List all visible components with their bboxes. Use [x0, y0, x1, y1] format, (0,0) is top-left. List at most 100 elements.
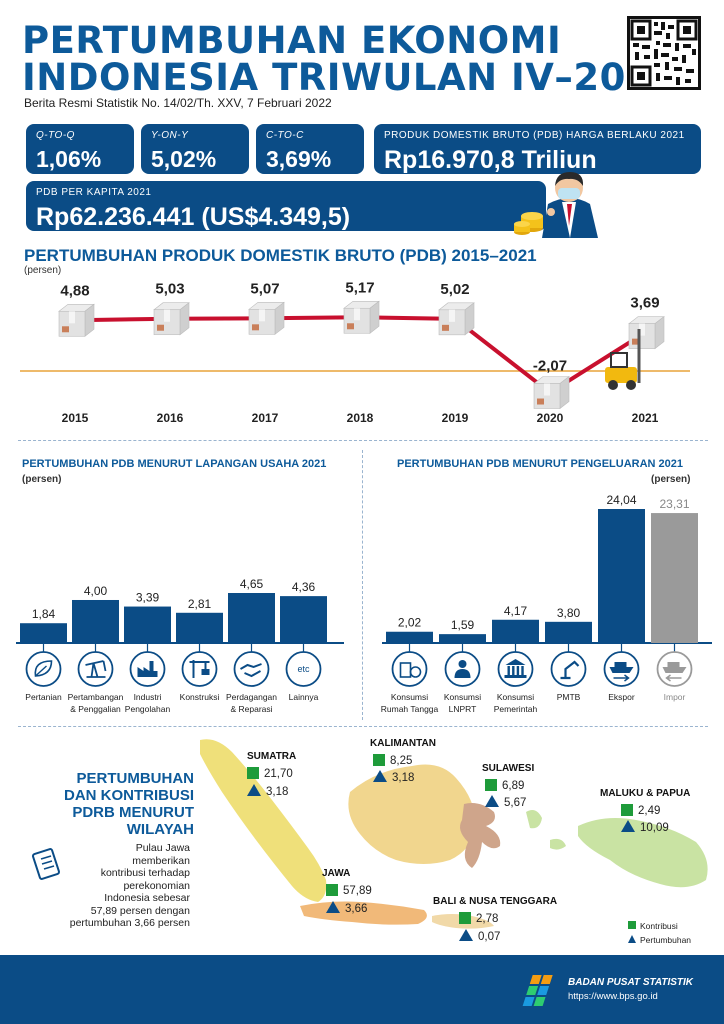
footer-url[interactable]: https://www.bps.go.id	[568, 991, 658, 1002]
region-maluku-papua-pertumbuhan: 10,09	[621, 820, 669, 834]
region-jawa-name: JAWA	[322, 868, 351, 879]
map-papua	[578, 818, 708, 888]
x-category-label: Pertambangan	[68, 692, 124, 702]
divider	[18, 440, 708, 441]
bar-value-label: 1,59	[451, 618, 475, 632]
bar-value-label: 23,31	[659, 497, 689, 511]
footer: BADAN PUSAT STATISTIK https://www.bps.go…	[0, 955, 724, 1024]
bar-value-label: 3,39	[136, 591, 160, 605]
kontribusi-square-icon	[628, 921, 636, 929]
stat-perkapita: PDB PER KAPITA 2021 Rp62.236.441 (US$4.3…	[26, 181, 546, 231]
data-point-box-icon	[58, 303, 95, 337]
bar	[439, 634, 486, 643]
stat-yony-label: Y-ON-Y	[151, 130, 189, 141]
stat-yony: Y-ON-Y 5,02%	[141, 124, 249, 174]
data-point-box-icon	[533, 375, 570, 410]
stat-pdb: PRODUK DOMESTIK BRUTO (PDB) HARGA BERLAK…	[374, 124, 701, 174]
page-title: PERTUMBUHAN EKONOMI INDONESIA TRIWULAN I…	[22, 22, 678, 96]
factory-icon	[129, 651, 166, 687]
bar-value-label: 4,36	[292, 580, 316, 594]
x-category-label: & Reparasi	[230, 704, 272, 714]
x-category-label: Industri	[134, 692, 162, 702]
pertumbuhan-triangle-icon	[373, 770, 387, 782]
bar-chart-lapangan-unit: (persen)	[22, 474, 62, 485]
import-ship-icon	[656, 651, 693, 687]
region-note: Pulau Jawa memberikan kontribusi terhada…	[40, 842, 190, 930]
x-category-label: Perdagangan	[226, 692, 277, 702]
stat-ctoc-label: C-TO-C	[266, 130, 304, 141]
kontribusi-square-icon	[373, 754, 385, 766]
map-maluku	[526, 810, 566, 850]
x-tick-label: 2016	[157, 411, 184, 425]
kontribusi-square-icon	[459, 912, 471, 924]
region-sumatra-pertumbuhan: 3,18	[247, 784, 288, 798]
x-tick-label: 2019	[442, 411, 469, 425]
region-note-line: memberikan	[132, 854, 190, 867]
x-category-label: Pertanian	[25, 692, 62, 702]
oil-pump-icon	[77, 651, 114, 687]
divider-vertical	[362, 450, 363, 720]
kontribusi-square-icon	[326, 884, 338, 896]
data-label: 5,02	[440, 281, 469, 298]
pertumbuhan-triangle-icon	[326, 901, 340, 913]
handshake-icon	[233, 651, 270, 687]
x-tick-label: 2015	[62, 411, 89, 425]
bar	[651, 513, 698, 643]
x-category-label: Pemerintah	[494, 704, 538, 714]
x-category-label: Konsumsi	[497, 692, 534, 702]
bar-value-label: 3,80	[557, 606, 581, 620]
region-kalimantan-pertumbuhan: 3,18	[373, 770, 414, 784]
businessman-coins-icon	[512, 166, 608, 238]
x-category-label: Konsumsi	[391, 692, 428, 702]
x-tick-label: 2020	[537, 411, 564, 425]
data-point-box-icon	[628, 316, 665, 350]
bar	[72, 599, 119, 643]
region-sulawesi-name: SULAWESI	[482, 763, 535, 774]
region-bali-nt-pertumbuhan: 0,07	[459, 929, 500, 943]
x-category-label: LNPRT	[449, 704, 477, 714]
x-category-label: Lainnya	[289, 692, 319, 702]
bar-value-label: 4,17	[504, 604, 528, 618]
footer-org: BADAN PUSAT STATISTIK	[568, 977, 693, 988]
bar	[545, 621, 592, 643]
region-note-line: 57,89 persen dengan	[90, 904, 190, 917]
etc-icon: etc	[285, 651, 322, 687]
region-bali-nt-kontribusi: 2,78	[459, 912, 498, 925]
qr-code-icon[interactable]	[627, 16, 701, 90]
stat-yony-value: 5,02%	[151, 146, 217, 172]
map-legend-pertumbuhan: Pertumbuhan	[628, 935, 691, 945]
region-note-line: perekonomian	[123, 879, 190, 892]
bar	[228, 593, 275, 643]
data-label: 3,69	[630, 295, 659, 312]
bar	[598, 509, 645, 643]
forklift-icon	[605, 329, 641, 390]
robot-arm-icon	[550, 651, 587, 687]
bar-chart-lapangan: 1,84 Pertanian 4,00 Pertambangan & Penggalia…	[16, 577, 344, 714]
region-title-line: DAN KONTRIBUSI	[64, 787, 194, 804]
data-label: 5,07	[250, 280, 279, 297]
bar	[124, 606, 171, 643]
bar-chart-pengeluaran: 2,02 Konsumsi Rumah Tangga 1,59 Konsumsi LNPR…	[381, 493, 712, 714]
bar	[20, 623, 67, 643]
region-sumatra-kontribusi: 21,70	[247, 767, 293, 780]
region-maluku-papua-kontribusi: 2,49	[621, 804, 660, 817]
region-bali-nt-name: BALI & NUSA TENGGARA	[433, 896, 558, 907]
pertumbuhan-triangle-icon	[247, 784, 261, 796]
kontribusi-square-icon	[621, 804, 633, 816]
subtitle: Berita Resmi Statistik No. 14/02/Th. XXV…	[24, 96, 332, 110]
pertumbuhan-triangle-icon	[459, 929, 473, 941]
stat-pdb-label: PRODUK DOMESTIK BRUTO (PDB) HARGA BERLAK…	[384, 130, 685, 141]
map-legend-kontribusi: Kontribusi	[628, 921, 678, 931]
map-kalimantan	[348, 764, 476, 864]
bar	[492, 619, 539, 643]
indonesia-map	[200, 739, 708, 929]
stat-qtoq: Q-TO-Q 1,06%	[26, 124, 134, 174]
bps-logo-icon	[520, 971, 564, 1016]
data-label: 4,88	[60, 282, 89, 299]
x-category-label: Impor	[664, 692, 686, 702]
data-point-box-icon	[153, 302, 190, 336]
stat-qtoq-value: 1,06%	[36, 146, 102, 172]
data-label: -2,07	[533, 358, 567, 375]
map-sulawesi	[460, 803, 501, 868]
x-tick-label: 2017	[252, 411, 279, 425]
